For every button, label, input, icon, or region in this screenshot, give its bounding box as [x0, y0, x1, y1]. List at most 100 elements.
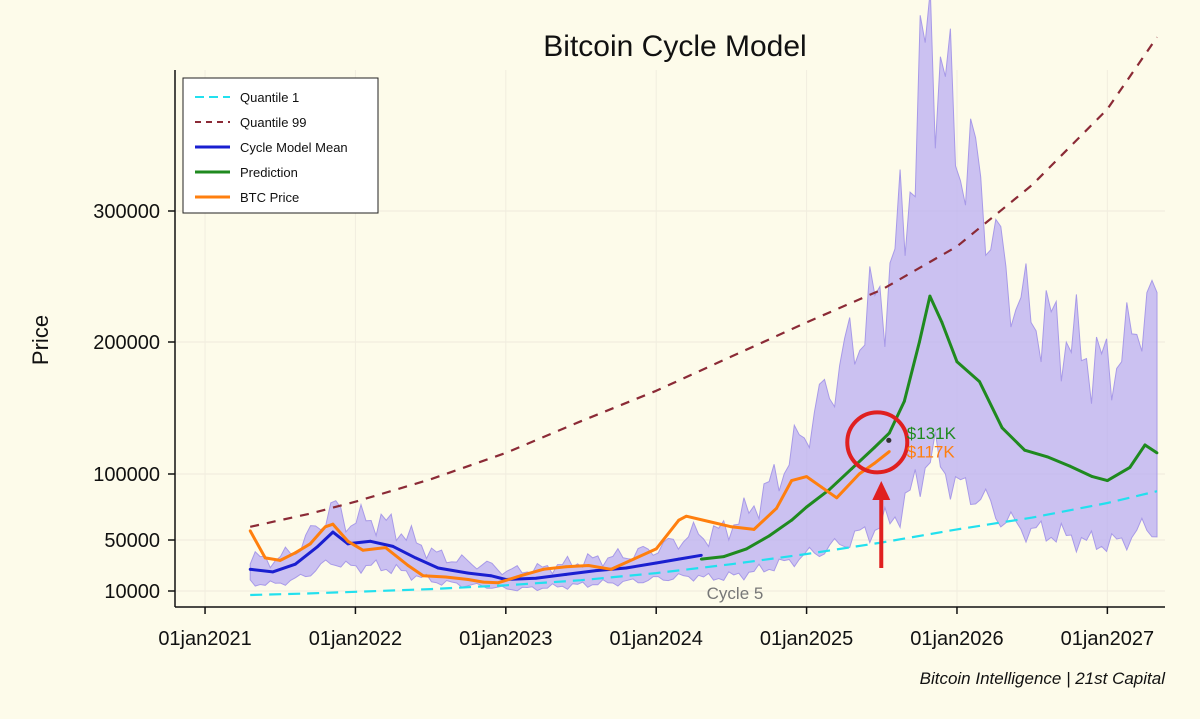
x-tick-label: 01jan2023 [459, 628, 552, 650]
data-point-pred [790, 518, 793, 522]
data-point-pred [1155, 451, 1159, 455]
data-point-btc [790, 479, 793, 482]
y-tick-label: 200000 [93, 332, 160, 354]
x-tick-label: 01jan2021 [158, 628, 251, 650]
data-point-btc [609, 567, 613, 571]
data-point-btc [752, 528, 756, 531]
y-tick-label: 10000 [104, 581, 160, 603]
data-point-mean [369, 539, 372, 543]
y-tick-label: 300000 [93, 201, 160, 223]
data-point-pred [887, 431, 891, 435]
series-line-mean [250, 530, 702, 581]
data-point-mean [316, 544, 320, 548]
data-point-btc [677, 518, 681, 522]
data-point-btc [519, 574, 523, 578]
data-point-btc [564, 565, 568, 569]
highlight-arrow-head [872, 481, 891, 500]
data-point-pred [928, 294, 932, 298]
data-point-mean [489, 574, 493, 578]
data-point-btc [346, 539, 350, 543]
series-line-q1 [250, 490, 1158, 597]
chart-title: Bitcoin Cycle Model [543, 30, 806, 63]
data-point-btc [361, 548, 365, 552]
y-axis-title: Price [28, 315, 53, 365]
data-point-btc [887, 450, 891, 453]
data-point-pred [1143, 443, 1147, 447]
data-point-pred [955, 360, 959, 364]
data-point-pred [917, 340, 921, 344]
x-tick-label: 01jan2024 [609, 628, 702, 650]
data-point-pred [1105, 479, 1109, 482]
data-point-pred [872, 446, 876, 449]
data-point-mean [677, 557, 681, 561]
data-point-pred [805, 505, 808, 509]
data-point-btc [248, 529, 252, 533]
data-point-mean [271, 570, 275, 574]
cycle-label: Cycle 5 [707, 584, 764, 603]
data-point-pred [850, 467, 854, 471]
x-tick-label: 01jan2026 [910, 628, 1003, 650]
data-point-btc [323, 525, 327, 529]
data-point-mean [624, 566, 628, 570]
data-point-pred [1068, 464, 1072, 468]
series-lines [248, 36, 1159, 597]
data-point-btc [775, 506, 778, 510]
x-tick-label: 01jan2022 [309, 628, 402, 650]
data-point-pred [767, 534, 771, 538]
data-point-btc [654, 547, 658, 551]
data-point-pred [1090, 475, 1094, 479]
x-tick-label: 01jan2027 [1061, 628, 1154, 650]
data-point-pred [722, 555, 726, 558]
y-tick-label: 50000 [104, 530, 160, 552]
prediction-band [249, 0, 1158, 592]
data-point-btc [729, 525, 733, 529]
data-point-pred [699, 557, 703, 561]
data-point-btc [684, 514, 688, 518]
data-point-mean [594, 569, 598, 572]
data-point-mean [248, 567, 252, 571]
data-point-btc [707, 520, 711, 523]
value-annotation: $131K [907, 424, 957, 443]
annotations: $131K$117K [845, 410, 957, 568]
data-point-mean [293, 562, 297, 566]
data-point-btc [331, 522, 335, 526]
legend-label-btc: BTC Price [240, 190, 299, 205]
prediction-band-area [249, 0, 1158, 592]
data-point-btc [542, 567, 545, 571]
data-point-mean [391, 544, 395, 548]
data-point-pred [745, 547, 748, 551]
legend: Quantile 1 Quantile 99 Cycle Model Mean Pre… [182, 77, 379, 214]
data-point-btc [421, 574, 425, 578]
legend-label-pred: Prediction [240, 165, 298, 180]
data-point-btc [293, 551, 297, 555]
data-point-mean [331, 530, 335, 534]
data-point-btc [872, 462, 876, 465]
y-tick-label: 100000 [93, 464, 160, 486]
data-point-btc [406, 564, 410, 567]
data-point-btc [384, 546, 387, 550]
data-point-btc [481, 580, 485, 584]
data-point-btc [857, 472, 861, 476]
current-point-marker [886, 437, 892, 443]
axes [174, 70, 1165, 608]
highlight-circle [845, 410, 910, 475]
data-point-btc [263, 556, 267, 560]
data-point-mean [654, 561, 658, 565]
x-tick-label: 01jan2025 [760, 628, 853, 650]
data-point-pred [1023, 448, 1027, 452]
data-point-btc [820, 485, 824, 489]
legend-label-q99: Quantile 99 [240, 115, 307, 130]
value-annotation: $117K [907, 443, 956, 462]
legend-label-q1: Quantile 1 [240, 90, 299, 105]
tick-labels: 10000 50000 100000 200000 300000 01jan2021 01j… [93, 201, 1154, 650]
data-point-mean [564, 573, 568, 576]
data-point-pred [1128, 466, 1132, 469]
data-point-btc [308, 542, 312, 546]
data-point-mean [699, 553, 703, 557]
data-point-btc [805, 475, 808, 479]
data-point-btc [444, 575, 448, 579]
data-point-btc [632, 557, 636, 561]
data-point-btc [835, 496, 839, 500]
data-point-pred [902, 400, 906, 403]
